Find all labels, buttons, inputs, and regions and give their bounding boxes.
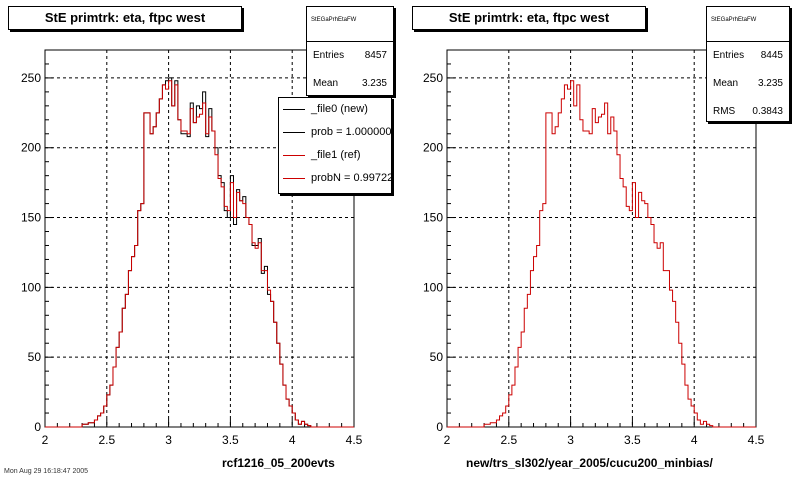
histogram-series-1 [447,80,756,428]
legend-item-new: _file0 (new) [279,98,391,121]
legend-swatch [283,109,305,110]
legend-label: _file1 (ref) [311,149,361,161]
y-tick-label: 150 [21,211,41,225]
y-tick-label: 250 [423,71,443,85]
x-tick-label: 2.5 [98,433,115,447]
x-tick-label: 2.5 [500,433,517,447]
panel-1-legend: _file0 (new) prob = 1.000000 _file1 (ref… [278,97,392,194]
stats-row-entries: Entries 8457 [307,42,393,70]
y-tick-label: 250 [21,71,41,85]
legend-item-prob: prob = 1.000000 [279,121,391,144]
stats-key: Entries [313,50,345,61]
stats-row-mean: Mean 3.235 [307,70,393,98]
stats-row-mean: Mean 3.235 [707,70,789,98]
y-tick-label: 150 [423,211,443,225]
stats-row-rms: RMS 0.3843 [707,98,789,126]
stats-row-entries: Entries 8445 [707,42,789,70]
plot-frame [44,49,355,428]
stats-value: 3.235 [757,78,783,89]
legend-label: probN = 0.99722 [311,172,392,184]
x-tick-label: 3 [165,433,172,447]
panel-2-stats-box: StEGaPrhEtaFW Entries 8445 Mean 3.235 RM… [706,6,790,122]
stats-key: Mean [713,78,739,89]
stats-value: 8457 [364,50,387,61]
legend-item-ref: _file1 (ref) [279,144,391,167]
panel-1-title: StE primtrk: eta, ftpc west [8,6,242,30]
x-tick-label: 3.5 [624,433,641,447]
x-tick-label: 3 [567,433,574,447]
y-tick-label: 0 [436,420,443,434]
stats-key: RMS [713,106,736,117]
y-tick-label: 50 [430,350,444,364]
legend-swatch [283,178,305,179]
stats-header: StEGaPrhEtaFW [307,7,393,42]
histogram-series-2 [45,80,354,428]
panel-1-x-axis-label: rcf1216_05_200evts [222,456,335,470]
y-tick-label: 200 [423,141,443,155]
y-tick-label: 100 [21,280,41,294]
x-tick-label: 4 [289,433,296,447]
x-tick-label: 2 [444,433,451,447]
x-tick-label: 4.5 [346,433,363,447]
plot-frame [446,49,757,428]
legend-label: prob = 1.000000 [311,126,392,138]
panel-2-x-axis-label: new/trs_sl302/year_2005/cucu200_minbias/ [466,456,713,470]
legend-swatch [283,132,305,133]
legend-label: _file0 (new) [311,103,368,115]
stats-key: Mean [313,78,339,89]
footer-timestamp: Mon Aug 29 16:18:47 2005 [4,468,89,475]
panel-1-stats-box: StEGaPrhEtaFW Entries 8457 Mean 3.235 [306,6,394,96]
stats-header: StEGaPrhEtaFW [707,7,789,42]
legend-swatch [283,155,305,156]
y-tick-label: 0 [34,420,41,434]
stats-value: 3.235 [361,78,387,89]
y-tick-label: 200 [21,141,41,155]
stats-value: 8445 [760,50,783,61]
y-tick-label: 50 [28,350,42,364]
stats-value: 0.3843 [752,106,783,117]
x-tick-label: 2 [42,433,49,447]
x-tick-label: 3.5 [222,433,239,447]
panel-2-title: StE primtrk: eta, ftpc west [412,6,646,30]
x-tick-label: 4.5 [748,433,765,447]
x-tick-label: 4 [691,433,698,447]
stats-key: Entries [713,50,745,61]
legend-item-probn: probN = 0.99722 [279,167,391,190]
y-tick-label: 100 [423,280,443,294]
